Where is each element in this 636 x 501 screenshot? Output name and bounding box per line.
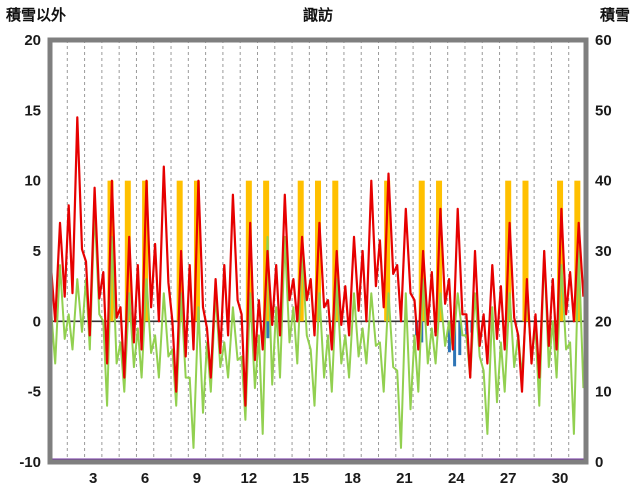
sunshine-bar <box>418 180 425 322</box>
left-tick-label: 20 <box>24 32 41 49</box>
sunshine-bar <box>522 180 529 322</box>
left-axis-ticks: 20 15 10 5 0 -5 -10 <box>19 32 41 471</box>
left-tick-label: -5 <box>28 384 41 401</box>
x-axis-ticks: 3 6 9 12 15 18 21 24 27 30 <box>89 470 568 487</box>
left-tick-label: 10 <box>24 173 41 190</box>
x-tick-label: 18 <box>344 470 361 487</box>
left-tick-label: 15 <box>24 102 41 119</box>
sunshine-bar <box>176 180 183 322</box>
chart-title: 諏訪 <box>302 7 333 24</box>
x-tick-label: 6 <box>141 470 149 487</box>
sunshine-bar <box>263 180 270 322</box>
x-tick-label: 24 <box>448 470 465 487</box>
precip-bar <box>266 321 270 339</box>
sunshine-bar <box>332 180 339 322</box>
plot-series-group <box>50 116 586 462</box>
right-tick-label: 20 <box>595 313 612 330</box>
precip-bar <box>447 321 451 353</box>
right-tick-label: 50 <box>595 102 612 119</box>
right-tick-label: 60 <box>595 32 612 49</box>
x-tick-label: 3 <box>89 470 97 487</box>
sunshine-bar <box>384 180 391 322</box>
left-tick-label: 5 <box>33 243 41 260</box>
left-tick-label: -10 <box>19 454 41 471</box>
x-tick-label: 21 <box>396 470 413 487</box>
right-axis-title: 積雪 <box>599 7 630 24</box>
green-series-line <box>50 207 585 449</box>
left-axis-title: 積雪以外 <box>6 7 67 24</box>
x-tick-label: 9 <box>193 470 201 487</box>
red-series-line <box>50 116 585 407</box>
right-tick-label: 0 <box>595 454 603 471</box>
x-tick-label: 30 <box>552 470 569 487</box>
precip-bar <box>453 321 457 367</box>
left-tick-label: 0 <box>33 313 41 330</box>
vertical-gridlines <box>66 40 570 462</box>
right-tick-label: 30 <box>595 243 612 260</box>
right-tick-label: 10 <box>595 384 612 401</box>
plot-frame <box>47 37 589 465</box>
x-tick-label: 15 <box>292 470 309 487</box>
precip-bar <box>458 321 462 356</box>
right-tick-label: 40 <box>595 173 612 190</box>
x-tick-label: 27 <box>500 470 517 487</box>
x-tick-label: 12 <box>240 470 257 487</box>
right-axis-ticks: 60 50 40 30 20 10 0 <box>595 32 612 471</box>
